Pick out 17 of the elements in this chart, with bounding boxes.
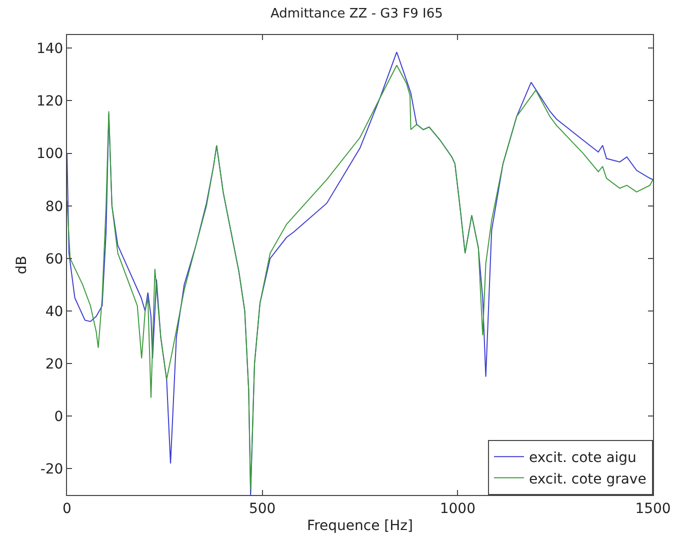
y-tick-label: 40 [45,304,64,320]
y-axis-title: dB [14,256,30,274]
y-tick-label: 100 [36,146,64,162]
legend-label: excit. cote grave [529,471,646,488]
y-tick-label: 80 [45,198,64,215]
x-tick-label: 500 [248,500,276,517]
x-tick-label: 1500 [635,500,671,517]
y-tick-label: 140 [36,41,64,58]
x-tick-label: 1000 [440,500,476,517]
y-tick-label: 20 [45,356,64,372]
y-tick-label: 120 [36,94,64,110]
x-axis-title: Frequence [Hz] [307,518,413,534]
legend-label: excit. cote aigu [529,450,636,466]
y-tick-label: -20 [40,462,64,478]
y-tick-label: 60 [45,251,64,268]
chart-title: Admittance ZZ - G3 F9 I65 [270,6,443,22]
y-tick-label: 0 [54,409,64,426]
